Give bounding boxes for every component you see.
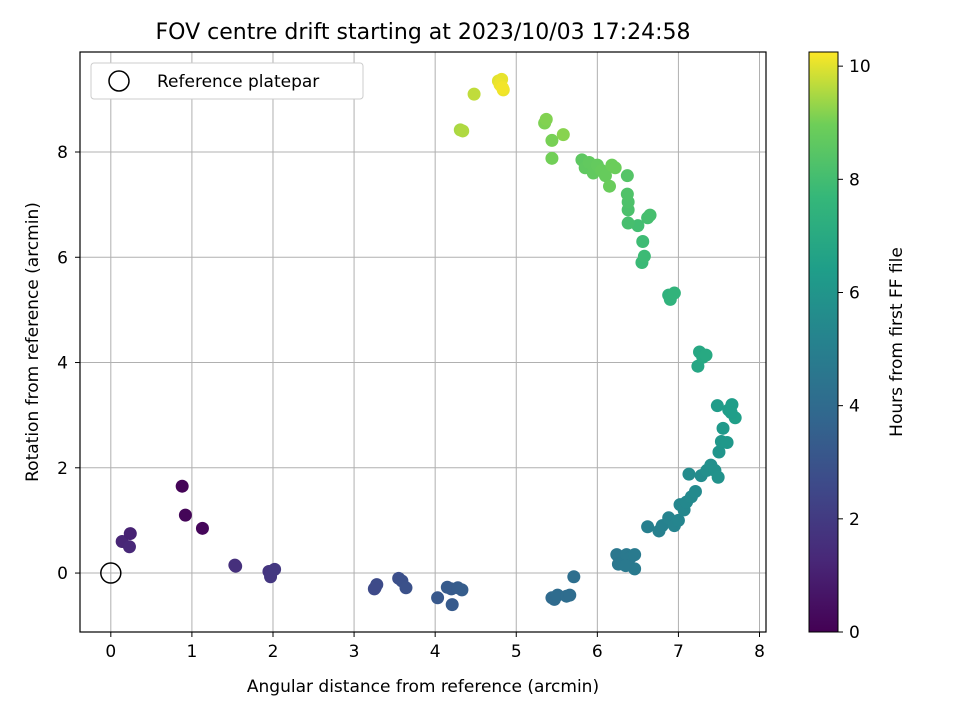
y-axis-label: Rotation from reference (arcmin) [23, 202, 43, 482]
legend: Reference platepar [90, 62, 364, 100]
colorbar-tick-label: 4 [849, 397, 860, 417]
data-point [399, 581, 413, 595]
data-point [682, 467, 696, 481]
y-tick-label: 8 [57, 143, 68, 163]
colorbar-label: Hours from first FF file [887, 247, 907, 437]
reference-marker-layer [100, 562, 122, 584]
reference-platepar-marker [100, 562, 122, 584]
colorbar: 0 2 4 6 8 10 Hours from first FF file [808, 51, 907, 643]
legend-box [90, 62, 364, 100]
data-point [495, 81, 509, 95]
data-point [563, 588, 577, 602]
data-point [724, 406, 738, 420]
data-point [619, 559, 633, 573]
x-tick-label: 1 [186, 642, 197, 662]
colorbar-tick-label: 10 [849, 57, 871, 77]
x-tick-label: 2 [268, 642, 279, 662]
data-point [367, 582, 381, 596]
data-point [467, 87, 481, 101]
data-point [716, 421, 730, 435]
data-point [667, 286, 681, 300]
x-tick-label: 0 [105, 642, 116, 662]
data-point [711, 470, 725, 484]
x-tick-label: 6 [592, 642, 603, 662]
data-point [720, 436, 734, 450]
data-point [643, 208, 657, 222]
x-axis: 0 1 2 3 4 5 6 7 8 [105, 632, 765, 662]
data-point [123, 527, 137, 541]
colorbar-tick-label: 2 [849, 510, 860, 530]
data-point [671, 513, 685, 527]
colorbar-tick-label: 0 [849, 623, 860, 643]
data-point [122, 540, 136, 554]
data-point [545, 133, 559, 147]
colorbar-tick-label: 6 [849, 283, 860, 303]
chart-title: FOV centre drift starting at 2023/10/03 … [156, 20, 691, 45]
y-tick-label: 2 [57, 459, 68, 479]
colorbar-gradient [808, 51, 839, 633]
legend-entry: Reference platepar [157, 72, 319, 92]
data-point [178, 508, 192, 522]
x-tick-label: 8 [754, 642, 765, 662]
x-tick-label: 5 [511, 642, 522, 662]
data-point [637, 249, 651, 263]
data-point [603, 179, 617, 193]
data-point [539, 112, 553, 126]
data-point [431, 591, 445, 605]
legend-reference-marker [108, 70, 130, 92]
y-tick-label: 0 [57, 564, 68, 584]
data-point [699, 348, 713, 362]
grid [80, 52, 766, 632]
data-point [620, 187, 634, 201]
data-point [229, 559, 243, 573]
data-point [620, 169, 634, 183]
data-point [598, 169, 612, 183]
x-tick-label: 7 [673, 642, 684, 662]
data-point [268, 562, 282, 576]
y-tick-label: 4 [57, 354, 68, 374]
data-point [195, 521, 209, 535]
data-point [621, 216, 635, 230]
colorbar-tick-label: 8 [849, 170, 860, 190]
data-point [556, 128, 570, 142]
data-point [456, 124, 470, 138]
x-tick-label: 4 [430, 642, 441, 662]
data-point [631, 219, 645, 233]
data-point [710, 399, 724, 413]
data-point [445, 598, 459, 612]
colorbar-ticks: 0 2 4 6 8 10 [838, 57, 871, 643]
data-point [567, 570, 581, 584]
data-point [628, 548, 642, 562]
data-point [636, 234, 650, 248]
y-axis: 0 2 4 6 8 [57, 143, 80, 584]
plot-frame [79, 51, 767, 633]
x-axis-label: Angular distance from reference (arcmin) [247, 677, 599, 697]
data-point [545, 151, 559, 165]
data-point [455, 583, 469, 597]
data-point [688, 484, 702, 498]
data-point [641, 520, 655, 534]
data-point [608, 161, 622, 175]
x-tick-label: 3 [349, 642, 360, 662]
scatter-points [115, 72, 742, 612]
data-point [175, 479, 189, 493]
y-tick-label: 6 [57, 248, 68, 268]
data-point [712, 445, 726, 459]
